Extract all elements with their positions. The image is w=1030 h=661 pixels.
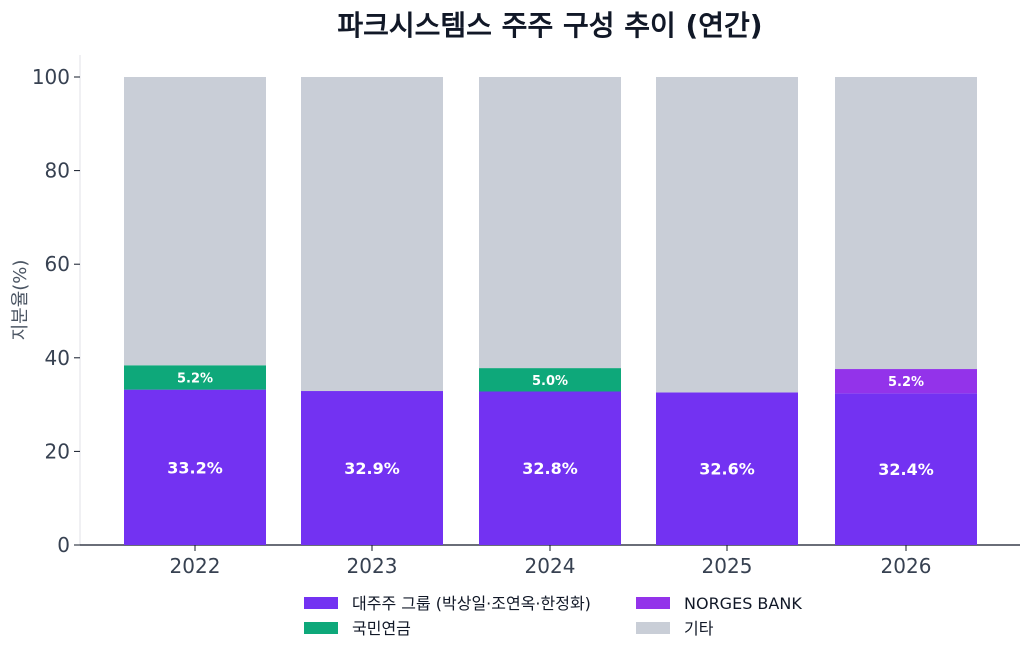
y-tick-label: 80: [45, 159, 70, 183]
x-tick-label: 2022: [170, 554, 221, 578]
bar-2024-other: [479, 77, 621, 369]
y-tick-label: 0: [57, 533, 70, 557]
bar-value-label: 32.6%: [699, 460, 755, 479]
bar-2024-nps: [479, 368, 621, 392]
y-tick-label: 20: [45, 439, 70, 463]
x-tick-label: 2026: [881, 554, 932, 578]
legend-label: 국민연금: [352, 619, 411, 638]
bar-2025-other: [656, 77, 798, 393]
y-axis-label: 지분율(%): [10, 260, 31, 341]
axes: 0 20 40 60 80 100 2022 2023 2024 2025 2026: [32, 55, 1020, 578]
x-tick-label: 2023: [347, 554, 398, 578]
legend-swatch: [304, 597, 338, 609]
legend-label: NORGES BANK: [684, 594, 802, 613]
bar-2025-major: [656, 392, 798, 545]
legend-label: 대주주 그룹 (박상일·조연옥·한정화): [352, 594, 591, 613]
bar-value-label: 32.8%: [522, 459, 578, 478]
x-tick-label: 2024: [525, 554, 576, 578]
chart-title: 파크시스템스 주주 구성 추이 (연간): [337, 9, 762, 42]
legend-swatch: [304, 622, 338, 634]
bar-2023-major: [301, 391, 443, 545]
bar-value-label: 5.2%: [177, 371, 213, 386]
legend-swatch: [636, 622, 670, 634]
bar-2026-major: [835, 393, 977, 545]
bar-2024-major: [479, 391, 621, 545]
bar-value-label: 5.2%: [888, 375, 924, 390]
bar-2026-other: [835, 77, 977, 370]
bar-value-label: 32.4%: [878, 460, 934, 479]
bar-value-label: 5.0%: [532, 374, 568, 389]
y-tick-label: 40: [45, 346, 70, 370]
bar-2022-nps: [124, 365, 266, 390]
bars-group: [124, 77, 977, 545]
bar-value-label: 33.2%: [167, 458, 223, 477]
x-tick-label: 2025: [702, 554, 753, 578]
y-tick-label: 100: [32, 65, 70, 89]
bar-2022-major: [124, 389, 266, 545]
legend: 대주주 그룹 (박상일·조연옥·한정화) 국민연금 NORGES BANK 기타: [304, 594, 802, 638]
y-tick-label: 60: [45, 252, 70, 276]
bar-2022-other: [124, 77, 266, 366]
bar-2026-norges: [835, 369, 977, 394]
bar-2023-other: [301, 77, 443, 392]
bar-labels-group: 33.2% 5.2% 32.9% 32.8% 5.0% 32.6% 32.4% 5.2%: [167, 371, 934, 479]
bar-value-label: 32.9%: [344, 459, 400, 478]
legend-swatch: [636, 597, 670, 609]
legend-label: 기타: [684, 619, 714, 638]
